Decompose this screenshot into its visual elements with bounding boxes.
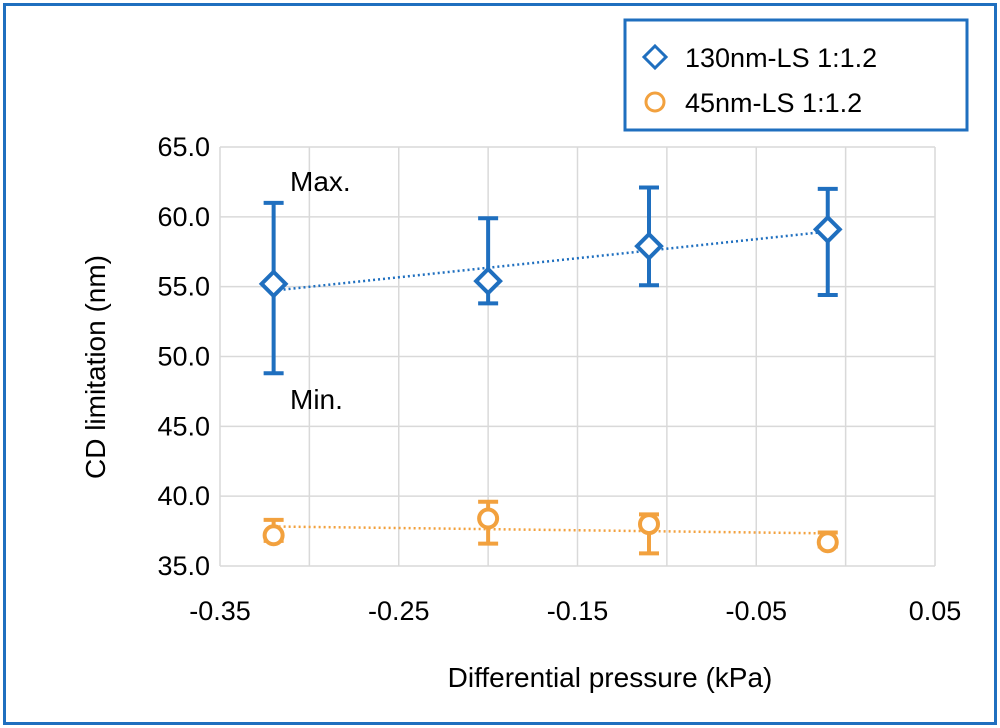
x-tick-label: -0.35 [189,596,251,626]
trendline-2 [273,525,828,535]
legend-marker-diamond [641,43,669,71]
x-tick-label: -0.25 [368,596,430,626]
y-tick-label: 45.0 [157,411,210,441]
annotation-min: Min. [290,384,343,415]
x-tick-labels: -0.35 -0.25 -0.15 -0.05 0.05 [189,596,961,626]
data-point-diamond [258,269,289,299]
legend-box [623,18,969,132]
y-tick-label: 40.0 [157,481,210,511]
x-tick-label: -0.15 [547,596,609,626]
error-bars [263,185,838,556]
y-axis-title: CD limitation (nm) [80,255,111,479]
y-tick-label: 50.0 [157,342,210,372]
grid [219,146,936,567]
annotation-max: Max. [290,166,351,197]
data-point-circle [477,507,500,530]
legend-label: 45nm-LS 1:1.2 [685,88,862,118]
data-point-diamond [812,214,843,245]
markers [258,214,843,554]
data-point-circle [262,524,285,547]
y-tick-labels: 35.0 40.0 45.0 50.0 55.0 60.0 65.0 [157,132,210,581]
data-point-circle [638,513,660,536]
trendline-1 [273,230,828,292]
y-tick-label: 35.0 [157,551,210,581]
data-point-diamond [473,266,503,296]
legend: 130nm-LS 1:1.2 45nm-LS 1:1.2 [623,18,969,132]
y-tick-label: 60.0 [157,202,210,232]
x-tick-label: 0.05 [909,596,962,626]
x-tick-label: -0.05 [725,596,787,626]
data-point-circle [816,531,839,554]
trendlines [273,230,828,535]
y-tick-label: 65.0 [157,132,210,162]
legend-label: 130nm-LS 1:1.2 [685,43,877,73]
x-axis-title: Differential pressure (kPa) [448,662,773,693]
data-point-diamond [634,231,664,261]
y-tick-label: 55.0 [157,272,210,302]
legend-marker-circle [644,91,666,113]
